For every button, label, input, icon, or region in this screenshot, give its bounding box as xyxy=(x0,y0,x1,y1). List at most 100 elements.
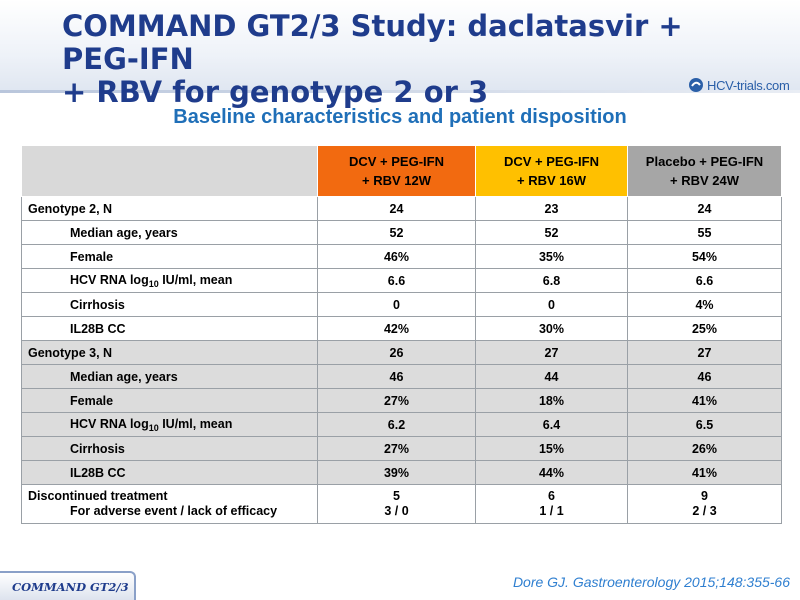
cell-value: 27% xyxy=(317,436,476,461)
cell-value: 46 xyxy=(317,364,476,389)
header-dcv-12w: DCV + PEG-IFN + RBV 12W xyxy=(317,145,476,197)
table-row: Cirrhosis 0 0 4% xyxy=(21,292,782,317)
row-label: Cirrhosis xyxy=(21,292,318,317)
title-divider xyxy=(0,90,800,93)
cell-value: 18% xyxy=(475,388,628,413)
cell-value: 6.6 xyxy=(317,268,476,293)
cell-value: 27% xyxy=(317,388,476,413)
row-label-post: IU/ml, mean xyxy=(158,416,233,431)
cell-value: 26 xyxy=(317,340,476,365)
row-label-pre: HCV RNA log xyxy=(70,416,149,431)
row-label: Genotype 2, N xyxy=(21,196,318,221)
cell-value: 30% xyxy=(475,316,628,341)
cell-value: 24 xyxy=(627,196,782,221)
cell-value: 44% xyxy=(475,460,628,485)
slide-title-line1: COMMAND GT2/3 Study: daclatasvir + PEG-I… xyxy=(62,9,683,76)
discontinued-value: 6 xyxy=(548,489,555,503)
cell-value: 41% xyxy=(627,460,782,485)
row-label: Female xyxy=(21,244,318,269)
header-placebo-24w-line2: + RBV 24W xyxy=(670,173,739,188)
cell-value: 54% xyxy=(627,244,782,269)
header-dcv-16w-line1: DCV + PEG-IFN xyxy=(504,154,599,169)
baseline-table: DCV + PEG-IFN + RBV 12W DCV + PEG-IFN + … xyxy=(21,145,782,524)
cell-value: 44 xyxy=(475,364,628,389)
header-dcv-12w-line1: DCV + PEG-IFN xyxy=(349,154,444,169)
cell-value: 52 xyxy=(317,220,476,245)
discontinued-value: 9 xyxy=(701,489,708,503)
table-row: IL28B CC 39% 44% 41% xyxy=(21,460,782,485)
cell-value: 6.2 xyxy=(317,412,476,437)
table-row: Cirrhosis 27% 15% 26% xyxy=(21,436,782,461)
hcv-trials-logo: HCV-trials.com xyxy=(688,74,790,96)
cell-value: 6.5 xyxy=(627,412,782,437)
cell-value: 55 xyxy=(627,220,782,245)
header-placebo-24w: Placebo + PEG-IFN + RBV 24W xyxy=(627,145,782,197)
table-row: Female 27% 18% 41% xyxy=(21,388,782,413)
row-label-post: IU/ml, mean xyxy=(158,272,233,287)
cell-value: 52 xyxy=(475,220,628,245)
discontinued-subvalue: 3 / 0 xyxy=(384,504,409,518)
cell-value: 39% xyxy=(317,460,476,485)
slide-title: COMMAND GT2/3 Study: daclatasvir + PEG-I… xyxy=(62,10,762,109)
table-row: Female 46% 35% 54% xyxy=(21,244,782,269)
cell-value: 4% xyxy=(627,292,782,317)
table-row: Genotype 2, N 24 23 24 xyxy=(21,196,782,221)
cell-value: 6 1 / 1 xyxy=(475,484,628,524)
discontinued-value: 5 xyxy=(393,489,400,503)
header-dcv-16w-line2: + RBV 16W xyxy=(517,173,586,188)
slide-subtitle: Baseline characteristics and patient dis… xyxy=(173,106,627,128)
footer-study-label: COMMAND GT2/3 xyxy=(12,580,129,594)
cell-value: 46 xyxy=(627,364,782,389)
title-band xyxy=(0,0,800,92)
row-label: IL28B CC xyxy=(21,460,318,485)
discontinued-subvalue: 2 / 3 xyxy=(692,504,717,518)
row-label: Median age, years xyxy=(21,364,318,389)
cell-value: 24 xyxy=(317,196,476,221)
table-row: HCV RNA log10 IU/ml, mean 6.6 6.8 6.6 xyxy=(21,268,782,293)
header-dcv-16w: DCV + PEG-IFN + RBV 16W xyxy=(475,145,628,197)
row-label-sub: 10 xyxy=(148,422,159,433)
table-row: Genotype 3, N 26 27 27 xyxy=(21,340,782,365)
cell-value: 27 xyxy=(475,340,628,365)
cell-value: 6.4 xyxy=(475,412,628,437)
cell-value: 0 xyxy=(317,292,476,317)
logo-icon xyxy=(689,78,703,92)
row-label: Median age, years xyxy=(21,220,318,245)
citation: Dore GJ. Gastroenterology 2015;148:355-6… xyxy=(512,574,790,590)
cell-value: 26% xyxy=(627,436,782,461)
header-blank-cell xyxy=(21,145,318,197)
footer-study-tab: COMMAND GT2/3 xyxy=(0,571,136,600)
table-row: Median age, years 52 52 55 xyxy=(21,220,782,245)
cell-value: 5 3 / 0 xyxy=(317,484,476,524)
cell-value: 27 xyxy=(627,340,782,365)
cell-value: 25% xyxy=(627,316,782,341)
row-label: Cirrhosis xyxy=(21,436,318,461)
table-row: HCV RNA log10 IU/ml, mean 6.2 6.4 6.5 xyxy=(21,412,782,437)
row-label-sub: 10 xyxy=(148,278,159,289)
row-label: Genotype 3, N xyxy=(21,340,318,365)
cell-value: 46% xyxy=(317,244,476,269)
table-row: IL28B CC 42% 30% 25% xyxy=(21,316,782,341)
discontinued-label: Discontinued treatment xyxy=(28,489,168,503)
row-label: HCV RNA log10 IU/ml, mean xyxy=(21,268,318,293)
cell-value: 23 xyxy=(475,196,628,221)
cell-value: 9 2 / 3 xyxy=(627,484,782,524)
row-label: Female xyxy=(21,388,318,413)
table-row: Median age, years 46 44 46 xyxy=(21,364,782,389)
cell-value: 6.6 xyxy=(627,268,782,293)
header-dcv-12w-line2: + RBV 12W xyxy=(362,173,431,188)
discontinued-subvalue: 1 / 1 xyxy=(539,504,564,518)
header-placebo-24w-line1: Placebo + PEG-IFN xyxy=(645,154,764,169)
discontinued-sublabel: For adverse event / lack of efficacy xyxy=(70,504,278,518)
cell-value: 41% xyxy=(627,388,782,413)
row-label: HCV RNA log10 IU/ml, mean xyxy=(21,412,318,437)
logo-text: HCV-trials.com xyxy=(707,77,790,93)
row-label: Discontinued treatment For adverse event… xyxy=(21,484,318,524)
slide-title-line2: + RBV for genotype 2 or 3 xyxy=(62,75,489,109)
cell-value: 42% xyxy=(317,316,476,341)
table-row-discontinued: Discontinued treatment For adverse event… xyxy=(21,484,782,524)
cell-value: 15% xyxy=(475,436,628,461)
cell-value: 0 xyxy=(475,292,628,317)
row-label: IL28B CC xyxy=(21,316,318,341)
row-label-pre: HCV RNA log xyxy=(70,272,149,287)
